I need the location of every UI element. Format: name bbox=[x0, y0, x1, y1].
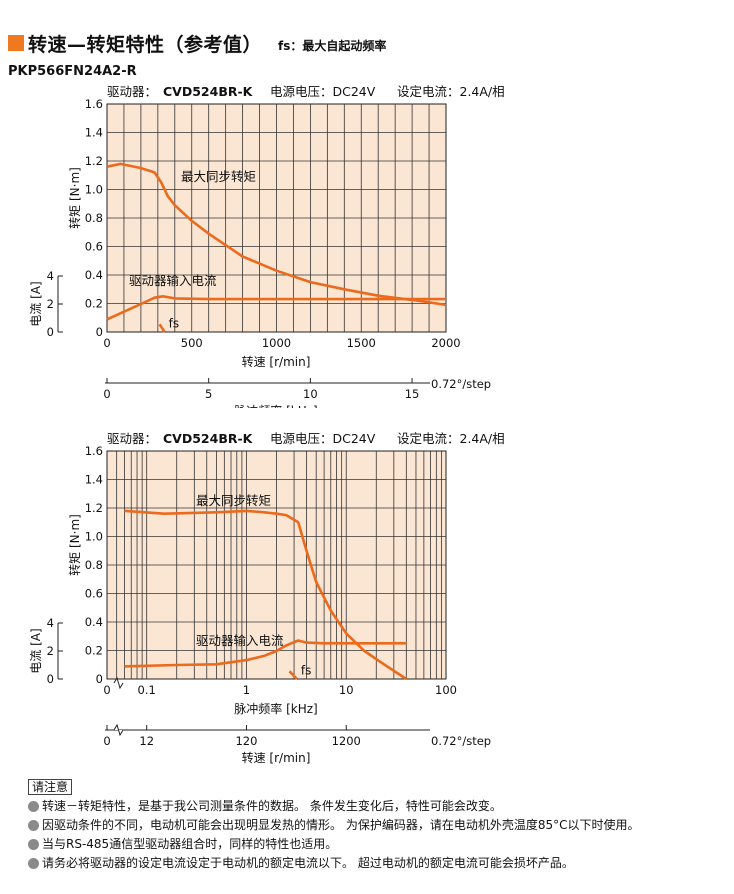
current-tick-label: 4 bbox=[47, 616, 54, 630]
x-axis-label: 脉冲频率 [kHz] bbox=[234, 701, 317, 716]
current-tick-label: 0 bbox=[47, 672, 54, 686]
fs-label: fs bbox=[169, 316, 179, 330]
y-tick-label: 0.6 bbox=[85, 587, 103, 601]
y-tick-label: 0 bbox=[96, 325, 103, 339]
condition-driver-label: 驱动器： bbox=[107, 431, 157, 446]
orange-square-icon bbox=[8, 35, 24, 51]
y-tick-label: 0.6 bbox=[85, 240, 103, 254]
current-curve bbox=[124, 639, 407, 668]
notes-heading: 请注意 bbox=[28, 779, 73, 795]
note-item: 当与RS-485通信型驱动器组合时，同样的特性也适用。 bbox=[28, 835, 639, 854]
y-tick-label: 0.4 bbox=[85, 268, 103, 282]
bullet-icon bbox=[28, 858, 39, 869]
fs-marker-line bbox=[288, 670, 298, 680]
bullet-icon bbox=[28, 820, 39, 831]
current-tick-label: 0 bbox=[47, 325, 54, 339]
torque-curve bbox=[124, 509, 408, 681]
current-tick-label: 4 bbox=[47, 269, 54, 283]
secondary-unit-note: 0.72°/step bbox=[431, 734, 491, 748]
section-subtitle: fs：最大自起动频率 bbox=[278, 38, 387, 53]
notes-section: 请注意 转速－转矩特性，是基于我公司测量条件的数据。 条件发生变化后，特性可能会… bbox=[28, 778, 639, 873]
fs-label: fs bbox=[301, 663, 311, 677]
secondary-axis-label: 转速 [r/min] bbox=[242, 750, 311, 765]
model-name: PKP566FN24A2-R bbox=[8, 64, 137, 79]
x-tick-label: 0.1 bbox=[138, 683, 156, 697]
current-tick-label: 2 bbox=[47, 644, 54, 658]
torque-series-label: 最大同步转矩 bbox=[196, 493, 271, 508]
secondary-tick-label: 0 bbox=[103, 734, 110, 748]
y-tick-label: 1.4 bbox=[85, 126, 103, 140]
secondary-axis-label: 脉冲频率 [kHz] bbox=[234, 403, 317, 408]
current-tick-label: 2 bbox=[47, 297, 54, 311]
condition-driver: CVD524BR-K bbox=[163, 431, 254, 446]
x-tick-label: 100 bbox=[435, 683, 457, 697]
x-tick-label: 2000 bbox=[431, 336, 460, 350]
torque-series-label: 最大同步转矩 bbox=[181, 169, 256, 184]
y-tick-label: 1.2 bbox=[85, 501, 103, 515]
fs-marker-line bbox=[158, 323, 166, 333]
current-series-label: 驱动器输入电流 bbox=[196, 633, 284, 648]
bullet-icon bbox=[28, 801, 39, 812]
bullet-icon bbox=[28, 839, 39, 850]
y-tick-label: 0.4 bbox=[85, 615, 103, 629]
secondary-tick-label: 15 bbox=[405, 387, 420, 401]
x-tick-label: 0 bbox=[103, 683, 110, 697]
current-curve bbox=[106, 295, 446, 321]
secondary-tick-label: 12 bbox=[139, 734, 154, 748]
x-tick-label: 1 bbox=[243, 683, 250, 697]
current-series-label: 驱动器输入电流 bbox=[129, 273, 217, 288]
section-title: 转速—转矩特性（参考值） bbox=[28, 33, 263, 56]
current-axis-label: 电流 [A] bbox=[29, 281, 43, 326]
y-axis-label: 转矩 [N·m] bbox=[67, 167, 82, 229]
y-tick-label: 1.6 bbox=[85, 444, 103, 458]
x-tick-label: 500 bbox=[181, 336, 203, 350]
note-item: 转速－转矩特性，是基于我公司测量条件的数据。 条件发生变化后，特性可能会改变。 bbox=[28, 797, 639, 816]
condition-current-setting: 设定电流：2.4A/相 bbox=[397, 431, 505, 446]
note-item: 请务必将驱动器的设定电流设定于电动机的额定电流以下。 超过电动机的额定电流可能会… bbox=[28, 854, 639, 873]
axis-break-icon bbox=[113, 723, 124, 737]
torque-curve bbox=[106, 162, 447, 307]
y-tick-label: 0.2 bbox=[85, 297, 103, 311]
condition-driver-label: 驱动器： bbox=[107, 84, 157, 99]
y-tick-label: 0.8 bbox=[85, 211, 103, 225]
axis-break-icon bbox=[113, 676, 124, 690]
section-header: 转速—转矩特性（参考值） fs：最大自起动频率 bbox=[8, 28, 386, 58]
y-tick-label: 1.0 bbox=[85, 530, 103, 544]
x-tick-label: 1000 bbox=[262, 336, 291, 350]
condition-voltage: 电源电压：DC24V bbox=[270, 84, 376, 99]
secondary-tick-label: 120 bbox=[235, 734, 257, 748]
current-axis-label: 电流 [A] bbox=[29, 628, 43, 673]
y-axis-label: 转矩 [N·m] bbox=[67, 514, 82, 576]
chart-log: 驱动器： CVD524BR-K 电源电压：DC24V 设定电流：2.4A/相 0 0.2 0… bbox=[29, 431, 505, 765]
x-axis-label: 转速 [r/min] bbox=[242, 354, 311, 369]
chart-linear: 驱动器： CVD524BR-K 电源电压：DC24V 设定电流：2.4A/相 0 0.2 0… bbox=[29, 84, 505, 408]
note-item: 因驱动条件的不同，电动机可能会出现明显发热的情形。 为保护编码器，请在电动机外壳… bbox=[28, 816, 639, 835]
y-tick-label: 1.6 bbox=[85, 97, 103, 111]
secondary-tick-label: 0 bbox=[103, 387, 110, 401]
x-tick-label: 0 bbox=[103, 336, 110, 350]
x-tick-label: 1500 bbox=[347, 336, 376, 350]
y-tick-label: 1.0 bbox=[85, 183, 103, 197]
condition-voltage: 电源电压：DC24V bbox=[270, 431, 376, 446]
y-tick-label: 0 bbox=[96, 672, 103, 686]
condition-current-setting: 设定电流：2.4A/相 bbox=[397, 84, 505, 99]
secondary-tick-label: 10 bbox=[303, 387, 318, 401]
y-tick-label: 1.2 bbox=[85, 154, 103, 168]
y-tick-label: 0.2 bbox=[85, 644, 103, 658]
y-tick-label: 1.4 bbox=[85, 473, 103, 487]
x-tick-label: 10 bbox=[339, 683, 354, 697]
secondary-unit-note: 0.72°/step bbox=[431, 377, 491, 391]
y-tick-label: 0.8 bbox=[85, 558, 103, 572]
secondary-tick-label: 1200 bbox=[332, 734, 361, 748]
secondary-tick-label: 5 bbox=[205, 387, 212, 401]
condition-driver: CVD524BR-K bbox=[163, 84, 254, 99]
